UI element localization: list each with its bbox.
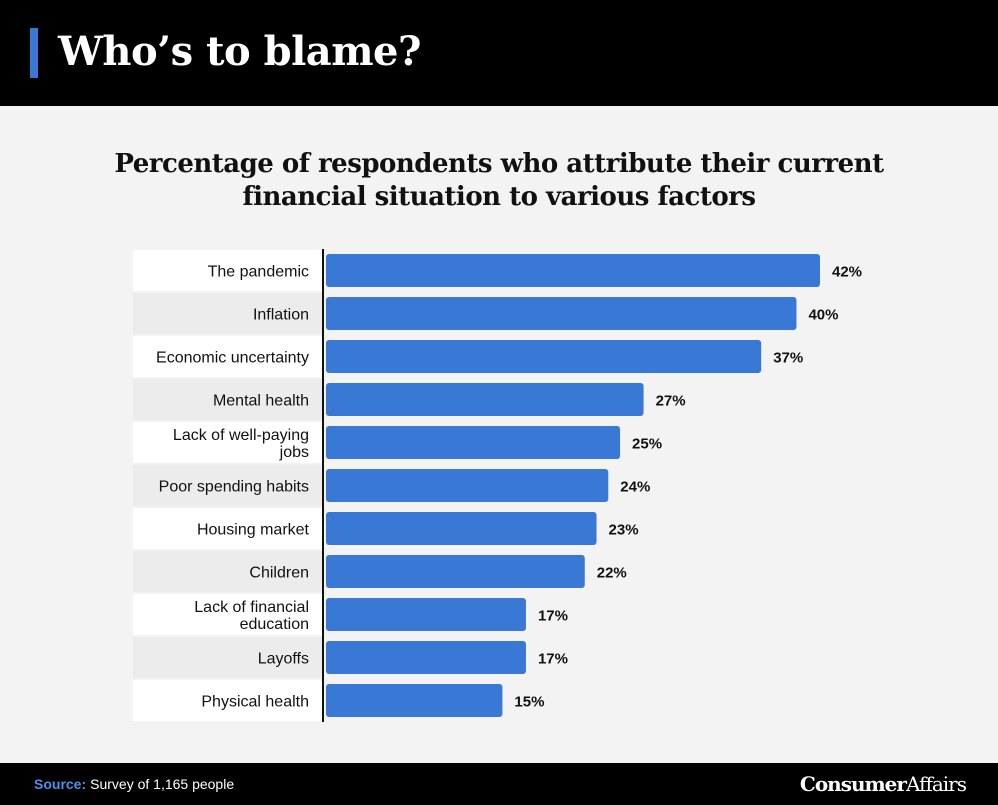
category-label-line: Poor spending habits	[159, 479, 309, 496]
category-row-band	[133, 680, 323, 721]
bar	[326, 426, 621, 459]
category-row-band	[133, 594, 323, 635]
category-row-band	[133, 336, 323, 377]
brand-logo-rest: Affairs	[905, 772, 967, 796]
category-row-band	[133, 637, 323, 678]
data-label: 25%	[632, 436, 662, 453]
category-label: Lack of financial education	[194, 599, 309, 633]
chart-title: Percentage of respondents who attribute …	[114, 149, 884, 212]
category-label: Layoffs	[258, 651, 309, 668]
header-accent-bar	[30, 28, 38, 78]
bar	[326, 641, 526, 674]
data-label: 37%	[773, 350, 803, 367]
category-label-line: Physical health	[201, 694, 309, 711]
bar	[326, 254, 820, 287]
category-label: Lack of well-paying jobs	[173, 427, 309, 461]
data-label: 17%	[538, 608, 568, 625]
category-row-band	[133, 250, 323, 291]
category-label: Housing market	[197, 522, 310, 539]
data-label: 40%	[808, 307, 838, 324]
category-label-line: Mental health	[213, 393, 309, 410]
category-label-line: Economic uncertainty	[156, 350, 309, 367]
category-label-line: Inflation	[253, 307, 309, 324]
bar	[326, 469, 609, 502]
bar	[326, 598, 526, 631]
category-row-band	[133, 508, 323, 549]
category-label-line: Lack of well-paying	[173, 427, 309, 444]
bar	[326, 512, 597, 545]
source-note: Source: Survey of 1,165 people	[34, 775, 234, 793]
bar	[326, 684, 503, 717]
data-label: 24%	[620, 479, 650, 496]
data-label: 23%	[609, 522, 639, 539]
category-label-line: Lack of financial	[194, 599, 309, 616]
category-label: Poor spending habits	[159, 479, 309, 496]
bar	[326, 340, 762, 373]
bar	[326, 555, 585, 588]
category-label-line: Housing market	[197, 522, 310, 539]
category-label: Children	[249, 565, 309, 582]
header: Who’s to blame?	[0, 0, 998, 106]
brand-logo-strong: Consumer	[799, 772, 907, 796]
source-text: Survey of 1,165 people	[90, 776, 235, 792]
category-label: Economic uncertainty	[156, 350, 309, 367]
category-row-band	[133, 379, 323, 420]
source-label: Source:	[34, 776, 87, 792]
category-label: Physical health	[201, 694, 309, 711]
footer: Source: Survey of 1,165 people ConsumerAf…	[0, 763, 998, 805]
category-row-band	[133, 465, 323, 506]
category-label-line: Children	[249, 565, 309, 582]
bar	[326, 297, 797, 330]
brand-logo: ConsumerAffairs	[799, 772, 967, 796]
category-label-line: jobs	[279, 444, 309, 461]
data-label: 22%	[597, 565, 627, 582]
page-title: Who’s to blame?	[58, 28, 421, 75]
category-label-line: education	[240, 616, 309, 633]
data-label: 27%	[656, 393, 686, 410]
category-label: The pandemic	[208, 264, 309, 281]
data-label: 17%	[538, 651, 568, 668]
data-label: 15%	[514, 694, 544, 711]
category-label: Inflation	[253, 307, 309, 324]
category-row-band	[133, 293, 323, 334]
category-row-band	[133, 551, 323, 592]
category-row-band	[133, 422, 323, 463]
category-label-line: The pandemic	[208, 264, 309, 281]
bar	[326, 383, 644, 416]
category-label-line: Layoffs	[258, 651, 309, 668]
category-label: Mental health	[213, 393, 309, 410]
data-label: 42%	[832, 264, 862, 281]
